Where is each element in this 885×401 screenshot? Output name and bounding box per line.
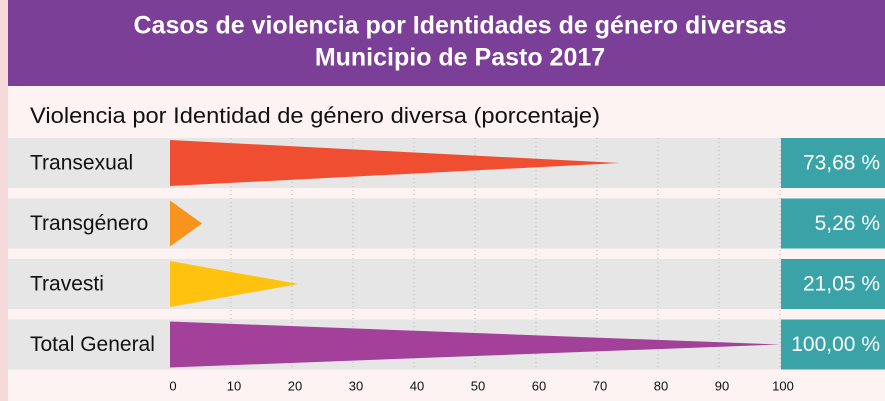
x-tick-label: 60 (532, 378, 546, 393)
value-box (781, 259, 885, 309)
chart-title: Casos de violencia por Identidades de gé… (133, 12, 786, 40)
x-tick-label: 70 (593, 378, 607, 393)
x-tick-label: 20 (288, 378, 302, 393)
category-label: Total General (30, 333, 155, 356)
left-strip (0, 0, 8, 401)
x-tick-label: 50 (471, 378, 485, 393)
bar (170, 200, 203, 247)
bar (170, 140, 620, 186)
bar (170, 261, 299, 307)
category-label: Travesti (30, 273, 104, 296)
value-label: 5,26 % (815, 212, 880, 235)
value-label: 73,68 % (803, 152, 880, 175)
bar (170, 321, 780, 368)
value-box (781, 138, 885, 188)
category-label: Transgénero (30, 212, 148, 235)
x-tick-label: 30 (349, 378, 363, 393)
value-box (781, 319, 885, 370)
chart-subtitle: Violencia por Identidad de género divers… (30, 103, 600, 128)
x-tick-label: 100 (772, 378, 794, 393)
value-label: 100,00 % (791, 333, 880, 356)
x-tick-label: 80 (654, 378, 668, 393)
title-banner (8, 0, 885, 86)
category-label: Transexual (30, 152, 133, 175)
row-band (8, 198, 885, 249)
x-tick-label: 0 (169, 378, 176, 393)
row-band (8, 259, 885, 309)
x-tick-label: 10 (227, 378, 241, 393)
chart-title: Municipio de Pasto 2017 (315, 44, 605, 72)
x-tick-label: 90 (715, 378, 729, 393)
x-tick-label: 40 (410, 378, 424, 393)
value-box (781, 198, 885, 249)
value-label: 21,05 % (803, 273, 880, 296)
